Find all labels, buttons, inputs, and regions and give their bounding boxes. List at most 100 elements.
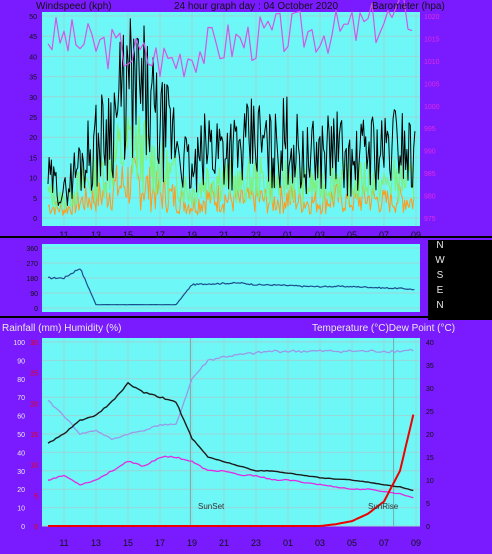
humidity-tick-label: 90 xyxy=(17,358,25,365)
humidity-tick-label: 10 xyxy=(17,506,25,513)
rain-humidity-axis-label: Rainfall (mm) Humidity (%) xyxy=(2,323,121,334)
x-tick-label: 01 xyxy=(283,230,293,240)
temp-tick-label: 25 xyxy=(426,409,434,416)
humidity-tick-label: 20 xyxy=(17,487,25,494)
x-tick-label: 11 xyxy=(59,230,68,240)
series-rainfall xyxy=(48,414,415,527)
x-tick-label: 07 xyxy=(379,230,389,240)
x-tick-label: 21 xyxy=(219,538,229,548)
temp-tick-label: 35 xyxy=(426,363,434,370)
sunrise-label: SunRise xyxy=(368,502,399,511)
series-temperature xyxy=(47,382,414,492)
wind-tick-label: 10 xyxy=(29,176,37,183)
wind-tick-label: 30 xyxy=(29,95,37,102)
pressure-tick-label: 995 xyxy=(424,126,436,133)
temp-tick-label: 20 xyxy=(426,432,434,439)
rain-tick-label: 20 xyxy=(30,401,38,408)
dir-tick-label: 360 xyxy=(26,246,38,253)
x-tick-label: 09 xyxy=(411,230,421,240)
chart-title: 24 hour graph day : 04 October 2020 xyxy=(174,1,338,12)
wind-tick-label: 0 xyxy=(33,216,37,223)
compass-letter: W xyxy=(435,255,445,266)
temp-tick-label: 40 xyxy=(426,340,434,347)
series-wind-speed xyxy=(47,156,416,216)
pressure-tick-label: 980 xyxy=(424,194,436,201)
barometer-axis-label: Barometer (hpa) xyxy=(372,1,445,12)
temp-tick-label: 30 xyxy=(426,386,434,393)
humidity-tick-label: 70 xyxy=(17,395,25,402)
x-tick-label: 03 xyxy=(315,538,325,548)
temp-tick-label: 5 xyxy=(426,501,430,508)
pressure-tick-label: 1020 xyxy=(424,14,440,21)
bottom-plot-area xyxy=(42,338,420,526)
x-tick-label: 21 xyxy=(219,230,229,240)
x-tick-label: 01 xyxy=(283,538,293,548)
rain-tick-label: 15 xyxy=(30,432,38,439)
wind-tick-label: 25 xyxy=(29,115,37,122)
compass-letter: N xyxy=(436,300,443,311)
x-tick-label: 09 xyxy=(411,538,421,548)
series xyxy=(47,0,416,527)
dir-tick-label: 180 xyxy=(26,276,38,283)
temp-tick-label: 0 xyxy=(426,524,430,531)
dir-tick-label: 270 xyxy=(26,261,38,268)
pressure-tick-label: 975 xyxy=(424,216,436,223)
series-pressure xyxy=(47,0,413,78)
pressure-tick-label: 990 xyxy=(424,149,436,156)
pressure-tick-label: 1010 xyxy=(424,59,440,66)
temp-dew-axis-label: Temperature (°C)Dew Point (°C) xyxy=(312,323,455,334)
pressure-tick-label: 1005 xyxy=(424,81,440,88)
rain-tick-label: 25 xyxy=(30,371,38,378)
x-tick-label: 11 xyxy=(59,538,68,548)
x-tick-label: 13 xyxy=(91,538,101,548)
wind-tick-label: 35 xyxy=(29,75,37,82)
humidity-tick-label: 40 xyxy=(17,450,25,457)
x-tick-label: 13 xyxy=(91,230,101,240)
windspeed-axis-label: Windspeed (kph) xyxy=(36,1,112,12)
humidity-tick-label: 50 xyxy=(17,432,25,439)
series-wind-direction xyxy=(47,268,415,306)
wind-tick-label: 40 xyxy=(29,54,37,61)
compass-letter: N xyxy=(436,240,443,251)
x-tick-label: 15 xyxy=(123,538,133,548)
wind-tick-label: 45 xyxy=(29,34,37,41)
pressure-tick-label: 1000 xyxy=(424,104,440,111)
series-gust xyxy=(47,18,416,206)
rain-tick-label: 5 xyxy=(34,493,38,500)
sunset-label: SunSet xyxy=(198,502,225,511)
rain-tick-label: 0 xyxy=(34,524,38,531)
rain-tick-label: 10 xyxy=(30,463,38,470)
compass-letter: S xyxy=(437,270,444,281)
pressure-tick-label: 1015 xyxy=(424,36,440,43)
x-tick-label: 15 xyxy=(123,230,133,240)
x-tick-label: 17 xyxy=(155,230,165,240)
temp-tick-label: 10 xyxy=(426,478,434,485)
wind-tick-label: 20 xyxy=(29,135,37,142)
wind-tick-label: 5 xyxy=(33,196,37,203)
x-tick-label: 05 xyxy=(347,538,357,548)
x-tick-label: 19 xyxy=(187,538,197,548)
x-tick-label: 17 xyxy=(155,538,165,548)
wind-tick-label: 50 xyxy=(29,14,37,21)
humidity-tick-label: 60 xyxy=(17,414,25,421)
series-dewpoint xyxy=(47,455,414,499)
x-tick-label: 03 xyxy=(315,230,325,240)
x-tick-label: 23 xyxy=(251,538,261,548)
wind-tick-label: 15 xyxy=(29,155,37,162)
pressure-tick-label: 985 xyxy=(424,171,436,178)
x-tick-label: 23 xyxy=(251,230,261,240)
humidity-tick-label: 80 xyxy=(17,377,25,384)
x-tick-label: 05 xyxy=(347,230,357,240)
temp-tick-label: 15 xyxy=(426,455,434,462)
rain-tick-label: 30 xyxy=(30,340,38,347)
dir-tick-label: 90 xyxy=(30,291,38,298)
tick-labels: 5045403530252015105010201015101010051000… xyxy=(13,14,445,548)
humidity-tick-label: 0 xyxy=(21,524,25,531)
humidity-tick-label: 100 xyxy=(13,340,25,347)
compass-panel xyxy=(428,240,492,320)
humidity-tick-label: 30 xyxy=(17,469,25,476)
x-tick-label: 19 xyxy=(187,230,197,240)
x-tick-label: 07 xyxy=(379,538,389,548)
series-humidity xyxy=(47,348,414,441)
